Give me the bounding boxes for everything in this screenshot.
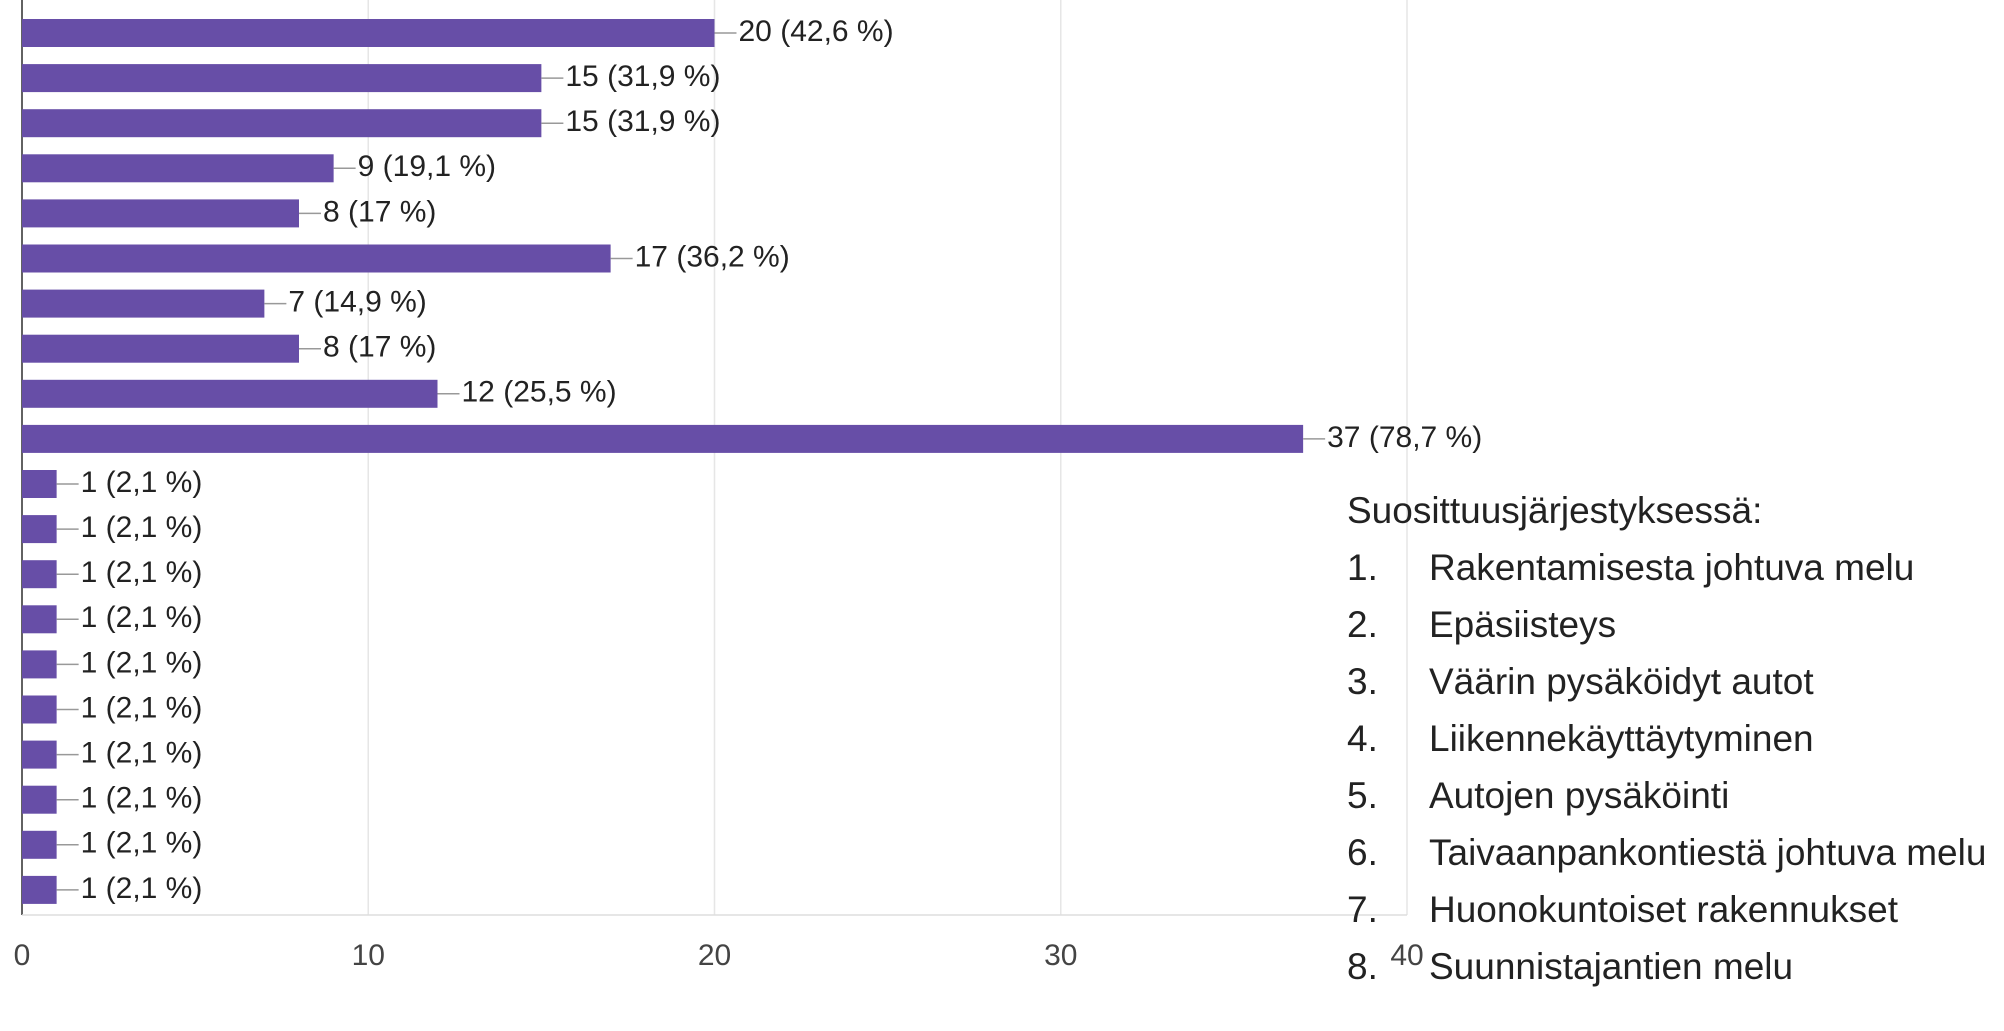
item-text: Suunnistajantien melu: [1429, 946, 1794, 987]
value-label: 12 (25,5 %): [462, 376, 617, 409]
value-label: 9 (19,1 %): [358, 150, 496, 183]
bar: [22, 695, 57, 724]
bar: [22, 199, 299, 228]
bar: [22, 19, 715, 47]
bar: [22, 515, 57, 544]
note-heading: Suosittuusjärjestyksessä:: [1347, 490, 1763, 531]
note-item: 7. Huonokuntoiset rakennukset: [1347, 881, 1994, 938]
value-label: 17 (36,2 %): [635, 240, 790, 273]
item-marker: 2.: [1347, 604, 1378, 645]
note-item: 1. Rakentamisesta johtuva melu: [1347, 539, 1994, 596]
value-label: 20 (42,6 %): [739, 15, 894, 48]
bar: [22, 334, 299, 363]
note-item: 4. Liikennekäyttäytyminen: [1347, 710, 1994, 767]
value-label: 15 (31,9 %): [565, 60, 720, 93]
x-tick-label: 0: [14, 939, 31, 972]
bar: [22, 830, 57, 859]
value-label: 8 (17 %): [323, 195, 436, 228]
note-item: 2. Epäsiisteys: [1347, 596, 1994, 653]
item-text: Autojen pysäköinti: [1429, 775, 1730, 816]
bar: [22, 875, 57, 904]
value-label: 1 (2,1 %): [81, 782, 203, 815]
item-text: Huonokuntoiset rakennukset: [1429, 889, 1898, 930]
bar: [22, 379, 438, 408]
item-marker: 7.: [1347, 889, 1378, 930]
value-label: 1 (2,1 %): [81, 466, 203, 499]
bar: [22, 64, 542, 93]
item-text: Väärin pysäköidyt autot: [1429, 661, 1814, 702]
bar: [22, 289, 265, 318]
value-label: 1 (2,1 %): [81, 691, 203, 724]
item-marker: 3.: [1347, 661, 1378, 702]
note-item: 3. Väärin pysäköidyt autot: [1347, 653, 1994, 710]
x-tick-label: 40: [1390, 939, 1423, 972]
bar: [22, 785, 57, 814]
bar: [22, 244, 611, 273]
bar: [22, 650, 57, 679]
item-marker: 5.: [1347, 775, 1378, 816]
bar: [22, 154, 334, 183]
x-tick-label: 20: [698, 939, 731, 972]
value-label: 7 (14,9 %): [288, 286, 426, 319]
value-label: 1 (2,1 %): [81, 872, 203, 905]
item-text: Liikennekäyttäytyminen: [1429, 718, 1814, 759]
x-tick-label: 30: [1044, 939, 1077, 972]
item-marker: 6.: [1347, 832, 1378, 873]
note-item: 8. Suunnistajantien melu: [1347, 938, 1994, 995]
value-label: 37 (78,7 %): [1327, 421, 1482, 454]
bar: [22, 109, 542, 138]
note-item: 5. Autojen pysäköinti: [1347, 767, 1994, 824]
value-label: 15 (31,9 %): [565, 105, 720, 138]
bar: [22, 424, 1304, 453]
note-item: 6. Taivaanpankontiestä johtuva melu: [1347, 824, 1994, 881]
value-label: 1 (2,1 %): [81, 737, 203, 770]
bar: [22, 740, 57, 769]
value-label: 1 (2,1 %): [81, 827, 203, 860]
value-label: 1 (2,1 %): [81, 601, 203, 634]
item-text: Taivaanpankontiestä johtuva melu: [1429, 832, 1987, 873]
item-marker: 1.: [1347, 547, 1378, 588]
bar: [22, 470, 57, 498]
item-text: Rakentamisesta johtuva melu: [1429, 547, 1915, 588]
x-tick-label: 10: [352, 939, 385, 972]
item-text: Epäsiisteys: [1429, 604, 1617, 645]
value-label: 1 (2,1 %): [81, 511, 203, 544]
item-marker: 4.: [1347, 718, 1378, 759]
value-label: 1 (2,1 %): [81, 646, 203, 679]
value-label: 8 (17 %): [323, 331, 436, 364]
item-marker: 8.: [1347, 946, 1378, 987]
bar: [22, 605, 57, 634]
bar: [22, 560, 57, 589]
value-label: 1 (2,1 %): [81, 556, 203, 589]
ranking-note: Suosittuusjärjestyksessä: 1. Rakentamises…: [1347, 482, 1994, 995]
